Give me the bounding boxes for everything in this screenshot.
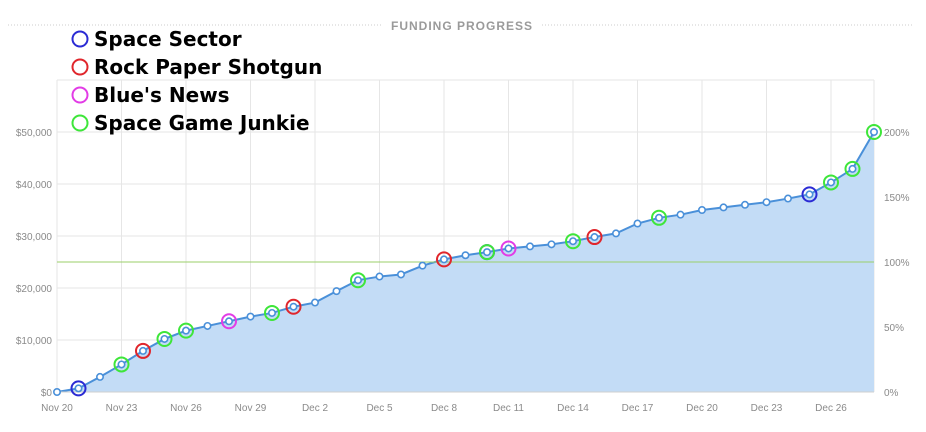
data-point[interactable] bbox=[139, 346, 148, 355]
highlight-ring bbox=[651, 209, 667, 226]
data-point[interactable] bbox=[182, 326, 191, 335]
legend-marker bbox=[71, 86, 89, 104]
data-point[interactable] bbox=[654, 213, 663, 222]
data-point[interactable] bbox=[805, 190, 814, 199]
highlight-ring bbox=[221, 313, 237, 330]
legend-label: Rock Paper Shotgun bbox=[94, 55, 322, 79]
x-tick-label: Dec 20 bbox=[686, 403, 718, 414]
y-right-tick-label: 100% bbox=[884, 258, 910, 269]
legend-marker bbox=[71, 58, 89, 76]
data-point[interactable] bbox=[525, 242, 534, 251]
highlight-ring bbox=[264, 304, 280, 321]
highlight-ring bbox=[586, 229, 603, 246]
y-right-tick-label: 0% bbox=[884, 388, 899, 399]
data-point[interactable] bbox=[504, 244, 513, 253]
data-point[interactable] bbox=[633, 219, 642, 228]
y-left-tick-label: $50,000 bbox=[16, 128, 53, 139]
legend-label: Space Game Junkie bbox=[94, 111, 310, 135]
highlight-ring bbox=[866, 124, 882, 140]
highlight-ring bbox=[479, 244, 495, 261]
data-point[interactable] bbox=[740, 200, 749, 209]
data-point[interactable] bbox=[783, 194, 792, 203]
data-point[interactable] bbox=[332, 287, 341, 296]
data-point[interactable] bbox=[52, 387, 61, 396]
highlight-ring bbox=[285, 298, 302, 315]
data-point[interactable] bbox=[762, 198, 771, 207]
highlight-ring bbox=[135, 342, 151, 359]
data-point[interactable] bbox=[826, 178, 835, 187]
legend-marker bbox=[71, 30, 89, 48]
data-point[interactable] bbox=[461, 251, 470, 260]
data-point[interactable] bbox=[590, 233, 599, 242]
x-tick-label: Dec 26 bbox=[815, 403, 847, 414]
highlight-ring bbox=[156, 330, 173, 347]
x-tick-label: Dec 23 bbox=[751, 403, 783, 414]
highlight-ring bbox=[844, 160, 861, 177]
data-point[interactable] bbox=[117, 360, 126, 369]
data-point[interactable] bbox=[353, 276, 362, 285]
y-left-tick-label: $10,000 bbox=[16, 336, 53, 347]
data-points bbox=[52, 124, 882, 397]
y-left-tick-label: $30,000 bbox=[16, 232, 53, 243]
data-point[interactable] bbox=[676, 210, 685, 219]
axes: $0 $10,000 $20,000 $30,000 $40,000 $50,000 0% 5… bbox=[16, 128, 910, 414]
legend-marker bbox=[71, 114, 89, 132]
data-point[interactable] bbox=[482, 248, 491, 257]
data-point[interactable] bbox=[96, 372, 105, 381]
data-point[interactable] bbox=[203, 321, 212, 330]
highlight-ring bbox=[350, 272, 366, 289]
highlight-ring bbox=[436, 251, 452, 268]
highlight-ring bbox=[500, 240, 517, 257]
legend-label: Blue's News bbox=[94, 83, 230, 107]
x-tick-label: Nov 29 bbox=[235, 403, 267, 414]
y-left-tick-label: $40,000 bbox=[16, 180, 53, 191]
y-left-tick-label: $20,000 bbox=[16, 284, 53, 295]
x-tick-label: Nov 20 bbox=[41, 403, 73, 414]
x-tick-label: Dec 17 bbox=[622, 403, 654, 414]
data-point[interactable] bbox=[375, 272, 384, 281]
x-tick-label: Dec 11 bbox=[493, 403, 524, 414]
legend-label: Space Sector bbox=[94, 27, 242, 51]
data-point[interactable] bbox=[418, 261, 427, 270]
data-point[interactable] bbox=[697, 206, 706, 215]
data-point[interactable] bbox=[267, 308, 276, 317]
highlight-ring bbox=[565, 233, 581, 250]
data-point[interactable] bbox=[848, 164, 857, 173]
data-point[interactable] bbox=[160, 334, 169, 343]
y-right-tick-label: 200% bbox=[884, 128, 910, 139]
highlight-ring bbox=[113, 356, 130, 373]
highlight-ring bbox=[70, 380, 87, 397]
y-right-tick-label: 150% bbox=[884, 193, 910, 204]
highlight-ring bbox=[178, 322, 194, 339]
data-point[interactable] bbox=[547, 240, 556, 249]
x-tick-label: Nov 23 bbox=[106, 403, 138, 414]
legend: Space Sector Rock Paper Shotgun Blue's New… bbox=[71, 27, 322, 135]
data-point[interactable] bbox=[74, 384, 83, 393]
data-point[interactable] bbox=[246, 312, 255, 321]
chart-title: FUNDING PROGRESS bbox=[391, 19, 533, 33]
y-left-tick-label: $0 bbox=[41, 388, 53, 399]
data-point[interactable] bbox=[568, 237, 577, 246]
x-tick-label: Dec 14 bbox=[557, 403, 589, 414]
highlight-ring bbox=[823, 174, 839, 191]
data-point[interactable] bbox=[396, 270, 405, 279]
data-point[interactable] bbox=[869, 128, 878, 137]
x-tick-label: Nov 26 bbox=[170, 403, 202, 414]
plot-area bbox=[56, 131, 875, 393]
y-right-tick-label: 50% bbox=[884, 323, 904, 334]
data-point[interactable] bbox=[289, 302, 298, 311]
highlight-ring bbox=[801, 186, 818, 203]
data-point[interactable] bbox=[310, 298, 319, 307]
x-tick-label: Dec 2 bbox=[302, 403, 329, 414]
data-point[interactable] bbox=[225, 317, 234, 326]
x-tick-label: Dec 8 bbox=[431, 403, 458, 414]
x-tick-label: Dec 5 bbox=[366, 403, 393, 414]
data-point[interactable] bbox=[719, 203, 728, 212]
data-point[interactable] bbox=[439, 255, 448, 264]
data-point[interactable] bbox=[611, 229, 620, 238]
